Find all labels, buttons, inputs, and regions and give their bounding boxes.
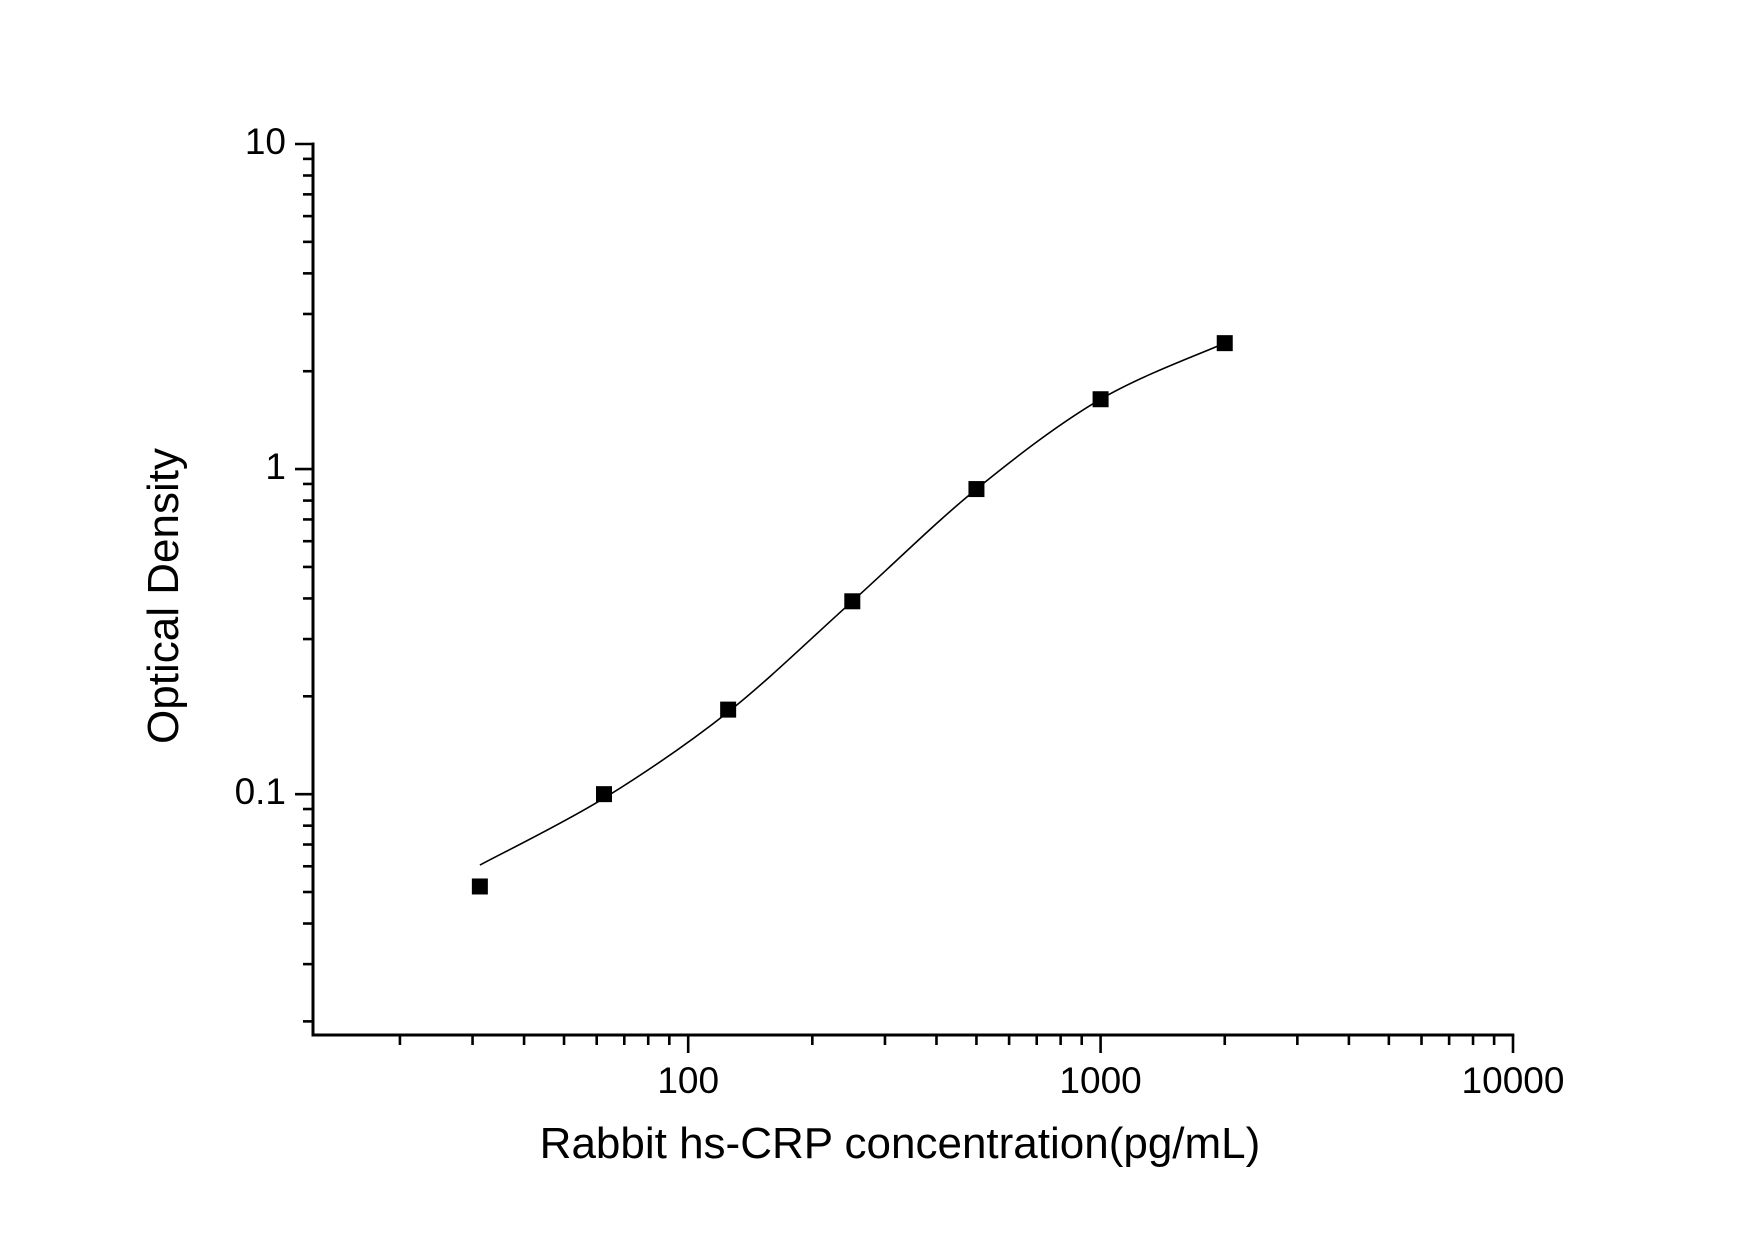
data-point-marker: [720, 701, 737, 718]
data-point-marker: [471, 878, 488, 895]
data-point-marker: [596, 786, 613, 803]
x-tick-label: 10000: [1462, 1060, 1565, 1101]
axis-spine: [311, 142, 1515, 1037]
y-tick-label: 0.1: [235, 771, 286, 812]
data-point-marker: [1216, 335, 1233, 352]
x-tick-label: 100: [657, 1060, 719, 1101]
data-point-marker: [1092, 391, 1109, 408]
x-axis-title: Rabbit hs-CRP concentration(pg/mL): [540, 1119, 1261, 1168]
axis-ticks: [295, 142, 1515, 1053]
y-axis-title: Optical Density: [139, 448, 188, 744]
y-tick-label: 1: [265, 446, 286, 487]
data-points: [471, 335, 1233, 895]
y-tick-label: 10: [245, 121, 286, 162]
x-tick-label: 1000: [1059, 1060, 1141, 1101]
axis-spines: [311, 142, 1515, 1037]
data-point-marker: [968, 481, 985, 498]
data-point-marker: [844, 593, 861, 610]
axis-tick-labels: 100 1000 10000 0.1 1 10: [235, 121, 1565, 1101]
